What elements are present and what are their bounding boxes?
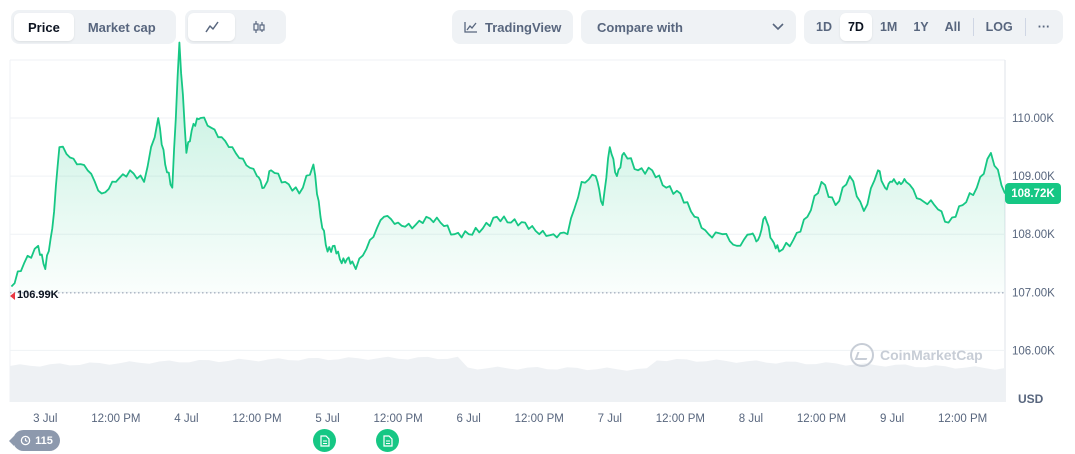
events-count: 115 — [35, 434, 53, 447]
events-counter[interactable]: 115 — [9, 430, 60, 451]
y-tick-label: 109.00K — [1012, 171, 1055, 183]
line-chart-button[interactable] — [188, 13, 235, 41]
range-1d[interactable]: 1D — [816, 20, 832, 34]
tab-price[interactable]: Price — [14, 13, 74, 41]
low-price-label: 106.99K — [17, 289, 59, 301]
divider — [1024, 18, 1026, 36]
compare-with-dropdown[interactable]: Compare with — [581, 10, 796, 44]
range-all[interactable]: All — [944, 20, 961, 34]
tradingview-chart-icon — [464, 22, 477, 33]
x-tick-label: 12:00 PM — [656, 413, 705, 425]
price-line — [10, 41, 1006, 288]
x-tick-label: 6 Jul — [457, 413, 481, 425]
chevron-down-icon — [772, 23, 784, 31]
x-tick-label: 12:00 PM — [938, 413, 987, 425]
candlestick-button[interactable] — [235, 13, 282, 41]
news-event-marker[interactable] — [376, 429, 399, 452]
volume-area — [10, 356, 1005, 402]
y-tick-label: 107.00K — [1012, 287, 1055, 299]
low-marker — [10, 292, 15, 300]
candlestick-icon — [252, 21, 265, 33]
x-tick-label: 4 Jul — [174, 413, 198, 425]
x-tick-label: 12:00 PM — [232, 413, 281, 425]
coinmarketcap-logo-icon — [850, 343, 874, 367]
range-7d[interactable]: 7D — [839, 13, 872, 41]
y-axis: 110.00K 109.00K 108.00K 107.00K 106.00K USD — [1012, 113, 1055, 406]
time-range-toggle: 1D 7D 1M 1Y All LOG ··· — [804, 10, 1063, 44]
tab-market-cap[interactable]: Market cap — [87, 19, 156, 35]
line-chart-icon — [204, 21, 219, 33]
range-1m[interactable]: 1M — [879, 20, 898, 34]
log-scale-button[interactable]: LOG — [985, 20, 1013, 34]
volume-band — [10, 356, 1005, 402]
tradingview-label: TradingView — [485, 19, 562, 35]
y-tick-label: 108.00K — [1012, 229, 1055, 241]
price-marketcap-toggle: Price Market cap — [11, 10, 176, 44]
history-icon — [20, 435, 31, 446]
more-options-button[interactable]: ··· — [1037, 20, 1051, 34]
y-axis-label: USD — [1018, 392, 1044, 406]
range-1y[interactable]: 1Y — [913, 20, 929, 34]
price-area-fill — [11, 42, 1005, 293]
x-tick-label: 3 Jul — [33, 413, 57, 425]
watermark-text: CoinMarketCap — [880, 347, 983, 363]
price-area — [10, 41, 1006, 293]
x-axis: 3 Jul 12:00 PM 4 Jul 12:00 PM 5 Jul 12:00 PM 6… — [33, 413, 987, 425]
x-tick-label: 12:00 PM — [797, 413, 846, 425]
chart-type-toggle — [185, 10, 286, 44]
compare-label: Compare with — [597, 19, 683, 35]
x-tick-label: 12:00 PM — [91, 413, 140, 425]
document-icon — [382, 434, 393, 447]
news-event-marker[interactable] — [313, 429, 336, 452]
x-tick-label: 8 Jul — [739, 413, 763, 425]
x-tick-label: 7 Jul — [598, 413, 622, 425]
x-tick-label: 5 Jul — [315, 413, 339, 425]
document-icon — [319, 434, 330, 447]
current-price-badge: 108.72K — [1005, 183, 1061, 204]
x-tick-label: 9 Jul — [880, 413, 904, 425]
coinmarketcap-watermark: CoinMarketCap — [850, 343, 983, 367]
y-tick-label: 106.00K — [1012, 345, 1055, 357]
divider — [972, 18, 974, 36]
y-tick-label: 110.00K — [1012, 113, 1054, 125]
x-tick-label: 12:00 PM — [374, 413, 423, 425]
x-tick-label: 12:00 PM — [515, 413, 564, 425]
tradingview-button[interactable]: TradingView — [452, 10, 573, 44]
